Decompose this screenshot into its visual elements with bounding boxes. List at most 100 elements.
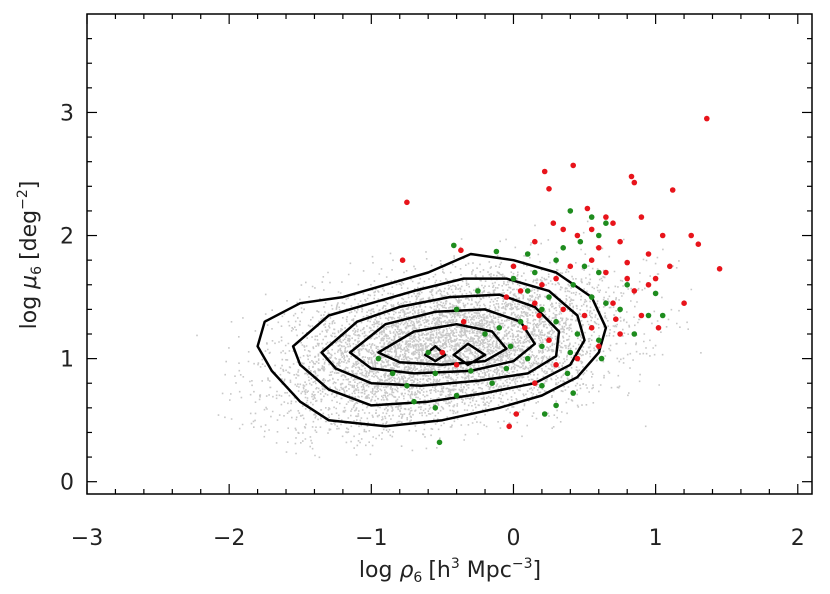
point-series1-28 (574, 331, 581, 337)
y-tick-label: 3 (60, 101, 74, 126)
point-series0-27 (510, 263, 517, 270)
point-series1-55 (507, 343, 514, 350)
point-series1-29 (596, 337, 602, 344)
point-series0-1 (570, 162, 576, 169)
point-series1-51 (596, 232, 602, 239)
point-series0-49 (458, 247, 464, 254)
point-series0-12 (688, 232, 694, 239)
point-series1-0 (567, 208, 574, 214)
point-series1-25 (496, 325, 503, 331)
point-series1-13 (475, 288, 481, 294)
x-tick-label: 2 (791, 526, 805, 551)
point-series1-20 (652, 290, 659, 297)
point-series0-23 (624, 275, 630, 282)
x-tick-label: 0 (506, 526, 520, 551)
point-series1-47 (425, 349, 432, 356)
point-series1-10 (596, 269, 602, 276)
x-tick-label: −3 (71, 526, 103, 551)
point-series1-37 (389, 370, 396, 377)
point-series0-0 (704, 115, 710, 122)
contour-level-2 (320, 293, 561, 387)
point-series1-27 (553, 318, 559, 325)
point-series1-21 (659, 312, 666, 319)
point-series1-15 (570, 282, 576, 288)
point-series0-35 (638, 312, 645, 319)
point-series1-45 (541, 411, 548, 417)
x-tick-label: −2 (213, 526, 245, 551)
point-series0-45 (460, 318, 467, 325)
point-series0-47 (453, 362, 460, 368)
contour-level-5 (424, 345, 447, 363)
contour-level-6 (452, 342, 487, 367)
contour-level-0 (256, 252, 608, 428)
point-series0-46 (439, 349, 446, 356)
point-series1-4 (560, 245, 566, 251)
point-series0-29 (517, 288, 524, 294)
point-series0-5 (631, 179, 638, 186)
point-series1-14 (546, 294, 552, 300)
point-series0-22 (603, 269, 609, 276)
point-series1-2 (603, 220, 609, 226)
y-axis-label: log μ6[deg−2] (15, 181, 45, 330)
point-series0-52 (588, 325, 595, 331)
point-series0-58 (603, 214, 609, 220)
x-tick-label: 1 (649, 526, 663, 551)
point-series0-31 (560, 306, 566, 313)
point-series1-33 (503, 365, 510, 372)
point-series1-35 (432, 370, 439, 377)
point-series0-60 (624, 259, 630, 266)
point-series1-18 (624, 282, 630, 288)
point-series0-54 (645, 282, 652, 288)
cloud-points (196, 220, 702, 459)
point-series1-8 (553, 257, 559, 264)
point-series1-32 (524, 355, 531, 362)
point-series0-15 (550, 220, 557, 226)
point-series0-24 (567, 263, 574, 270)
contour-level-4 (377, 322, 508, 367)
scatter-points (375, 115, 723, 446)
point-series0-43 (513, 411, 520, 417)
point-series0-21 (588, 257, 595, 264)
point-series0-11 (659, 232, 666, 239)
point-series1-39 (411, 398, 417, 405)
point-series0-7 (404, 199, 410, 206)
point-series0-40 (574, 355, 581, 362)
point-series0-51 (546, 337, 552, 344)
plot-frame (86, 13, 813, 495)
point-series0-38 (617, 331, 623, 337)
point-series0-42 (532, 380, 538, 387)
point-series1-43 (553, 402, 559, 409)
point-series0-53 (613, 316, 619, 323)
point-series0-55 (532, 238, 538, 245)
point-series0-19 (645, 251, 652, 257)
point-series1-50 (524, 288, 531, 294)
point-series1-30 (598, 355, 605, 362)
point-series1-42 (539, 382, 545, 389)
point-series1-22 (645, 312, 652, 319)
point-series1-46 (436, 439, 443, 446)
point-series1-1 (588, 214, 595, 220)
axes: −3 −2 −1 0 1 2 0 1 2 3 (60, 14, 812, 551)
point-series0-14 (716, 266, 723, 272)
point-series1-49 (453, 306, 460, 313)
y-tick-label: 0 (60, 471, 74, 496)
point-series0-6 (669, 187, 676, 193)
point-series0-59 (652, 275, 659, 282)
point-series0-18 (617, 238, 623, 245)
point-series0-17 (596, 245, 602, 251)
point-series1-53 (567, 349, 574, 356)
point-series1-7 (451, 242, 457, 249)
y-tick-label: 2 (60, 225, 74, 250)
contour-level-1 (291, 277, 586, 407)
point-series0-20 (667, 263, 673, 270)
point-series1-36 (404, 382, 410, 389)
x-tick-label: −1 (355, 526, 387, 551)
point-series0-34 (631, 288, 638, 294)
point-series0-26 (539, 282, 545, 288)
point-series0-9 (610, 220, 616, 226)
point-series0-8 (584, 205, 591, 212)
point-series0-39 (596, 343, 602, 350)
point-series1-40 (453, 392, 460, 399)
point-series0-2 (541, 168, 548, 175)
